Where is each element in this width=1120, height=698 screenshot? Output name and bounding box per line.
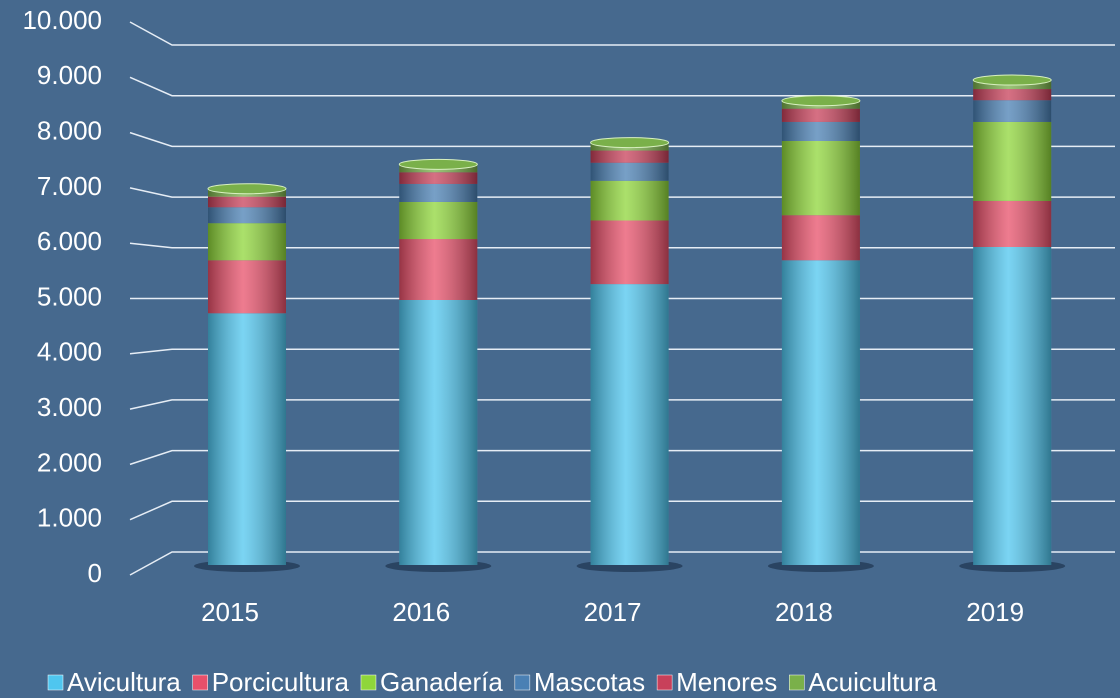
bar-shade [399,172,478,184]
bar-shade [399,201,478,240]
y-tick-label: 0 [88,558,102,588]
bar-shade [781,215,860,261]
bar-shade [399,300,478,565]
bar-shade [590,180,669,221]
y-tick-label: 5.000 [37,281,102,311]
legend-swatch [656,674,673,691]
grid-line [129,76,1115,97]
y-tick-label: 2.000 [37,447,102,477]
bar-shade [781,108,860,122]
bar-top [207,183,287,195]
legend-label: Porcicultura [212,667,350,697]
legend-swatch [360,674,377,691]
legend-label: Ganadería [380,667,503,697]
y-tick-label: 3.000 [37,392,102,422]
bar-shade [590,162,669,181]
bar-shade [590,284,669,565]
y-tick-label: 6.000 [37,226,102,256]
legend-swatch [47,674,64,691]
y-tick-label: 4.000 [37,337,102,367]
bar-shade [208,207,286,224]
legend-label: Menores [676,667,777,697]
bar-shade [973,89,1052,101]
y-tick-label: 7.000 [37,171,102,201]
bar-top [398,158,478,170]
y-tick-label: 10.000 [22,5,102,35]
bar-shade [208,223,286,261]
bar-shade [208,313,286,565]
bar-top [590,137,670,149]
legend-swatch [789,674,805,691]
bar-shade [399,183,478,202]
x-tick-label: 2018 [775,597,833,627]
legend-label: Mascotas [534,667,645,697]
bar-shade [399,239,478,300]
y-tick-label: 9.000 [37,60,102,90]
legend-label: Acuicultura [808,667,937,697]
bar-shade [973,121,1052,201]
bar-shade [590,220,669,285]
grid-line [129,21,1115,46]
bar-shade [973,200,1052,247]
bar-shade [208,196,286,208]
bar-shade [781,260,860,565]
bar-shade [781,121,860,141]
x-tick-label: 2017 [584,597,642,627]
x-tick-label: 2019 [966,597,1024,627]
bar-shade [973,247,1052,565]
bar-shade [208,260,286,314]
x-tick-label: 2015 [201,597,259,627]
legend-swatch [514,674,531,691]
bar-top [972,74,1052,86]
y-tick-label: 8.000 [37,115,102,145]
bar-shade [781,141,860,216]
y-tick-label: 1.000 [37,503,102,533]
bar-shade [590,150,669,163]
bar-top [781,95,861,107]
legend-label: Avicultura [67,667,181,697]
x-tick-label: 2016 [392,597,450,627]
legend-swatch [192,674,208,691]
bar-shade [973,100,1052,122]
